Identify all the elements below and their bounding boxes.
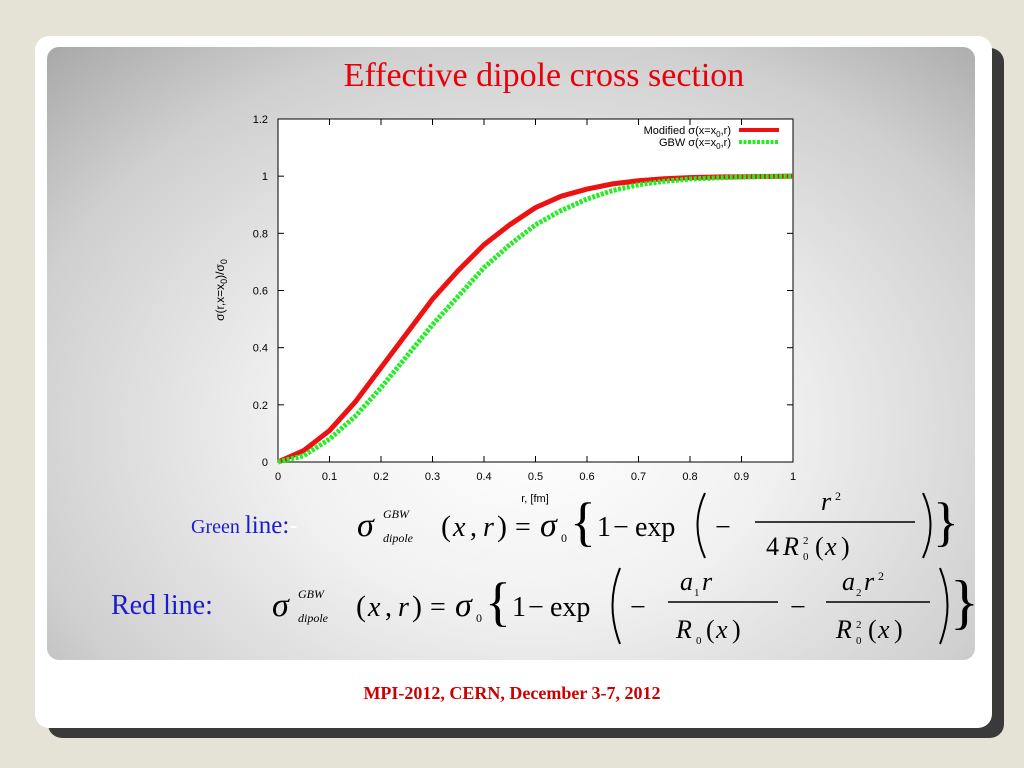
svg-text:dipole: dipole [383,531,414,545]
y-tick-label: 1.2 [253,114,268,126]
svg-text:x: x [367,592,381,623]
svg-text:0: 0 [696,635,702,647]
svg-text:(: ( [356,590,366,623]
gbw-formula: σ GBW dipole ( x , r ) = σ 0 { 1 − exp −… [357,487,955,563]
chart-legend: Modified σ(x=x0,r)GBW σ(x=x0,r) [644,125,779,151]
svg-text:R: R [675,615,692,644]
green-line-label: Green line:- [191,512,298,540]
chart-series [276,173,794,465]
svg-text:): ) [412,590,422,623]
y-tick-label: 0.4 [253,343,268,355]
svg-text:(: ( [868,615,877,644]
slide-title: Effective dipole cross section [343,57,745,94]
plot-area [277,118,794,463]
svg-text:{: { [485,572,511,632]
svg-text:2: 2 [835,489,841,503]
svg-text:x: x [452,512,466,543]
x-tick-label: 0.8 [682,471,697,483]
x-tick-label: 0.7 [631,471,646,483]
svg-text:}: } [933,492,955,552]
svg-text:−: − [715,512,731,543]
svg-text:exp: exp [550,592,590,623]
svg-text:r: r [702,567,713,596]
svg-text:x: x [824,532,837,561]
x-tick-label: 0 [275,471,281,483]
y-tick-label: 1 [262,171,268,183]
svg-text:σ: σ [540,507,558,544]
svg-text:=: = [515,512,531,543]
svg-text:0: 0 [856,635,862,647]
y-tick-label: 0.2 [253,400,268,412]
svg-text:2: 2 [803,535,809,547]
svg-text:r: r [398,592,409,623]
svg-text:2: 2 [878,569,884,583]
red-line-label: Red line: [111,590,213,621]
svg-text:GBW: GBW [298,587,325,601]
svg-text:0: 0 [476,611,482,625]
svg-text:x: x [877,615,890,644]
green-label-big: line: [244,512,290,539]
y-tick-label: 0.6 [253,286,268,298]
svg-text:1: 1 [694,587,700,599]
green-label-dash: - [289,512,298,539]
svg-text:dipole: dipole [298,611,329,625]
svg-text:4: 4 [766,532,779,561]
svg-text:GBW: GBW [383,507,410,521]
svg-text:exp: exp [635,512,675,543]
svg-text:,: , [470,512,477,543]
legend-label: GBW σ(x=x0,r) [659,137,731,151]
svg-text:a: a [842,567,855,596]
svg-text:): ) [841,532,850,561]
svg-text:−: − [528,592,544,623]
slide-footer: MPI-2012, CERN, December 3-7, 2012 [363,683,661,703]
svg-text:2: 2 [856,619,862,631]
x-axis-label: r, [fm] [521,493,549,505]
svg-text:): ) [894,615,903,644]
svg-text:): ) [732,615,741,644]
svg-text:−: − [613,512,629,543]
y-tick-label: 0.8 [253,228,268,240]
x-tick-label: 0.2 [373,471,388,483]
green-label-small: Green [191,516,245,538]
svg-text:0: 0 [561,531,567,545]
svg-text:(: ( [706,615,715,644]
svg-text:r: r [483,512,494,543]
x-tick-label: 0.6 [579,471,594,483]
svg-text:1: 1 [597,512,611,543]
x-tick-label: 0.3 [425,471,440,483]
svg-text:(: ( [815,532,824,561]
svg-text:x: x [715,615,728,644]
svg-text:σ: σ [455,587,473,624]
y-tick-label: 0 [262,457,268,469]
svg-text:−: − [790,592,806,623]
x-tick-label: 0.1 [322,471,337,483]
svg-text:,: , [385,592,392,623]
x-tick-label: 1 [790,471,796,483]
svg-text:}: } [950,569,979,635]
svg-text:=: = [430,592,446,623]
svg-text:1: 1 [512,592,526,623]
svg-text:σ: σ [357,507,375,544]
svg-text:R: R [835,615,852,644]
svg-text:{: { [570,492,596,552]
svg-text:(: ( [441,510,451,543]
svg-text:σ: σ [272,587,290,624]
svg-text:2: 2 [856,587,862,599]
modified-formula: σ GBW dipole ( x , r ) = σ 0 { 1 − exp −… [272,567,979,647]
x-tick-label: 0.4 [476,471,491,483]
x-tick-label: 0.9 [734,471,749,483]
svg-text:): ) [497,510,507,543]
dipole-chart: 0 0.1 0.2 0.3 0.4 0.5 0.6 0.7 0.8 0.9 1 0 0.2 0.4 0.6 0… [213,114,796,505]
svg-text:R: R [782,532,799,561]
svg-text:r: r [864,567,875,596]
svg-text:0: 0 [803,551,809,563]
svg-text:−: − [630,592,646,623]
legend-label: Modified σ(x=x0,r) [644,125,731,139]
gbw-curve [277,173,794,465]
svg-text:a: a [680,567,693,596]
y-axis-label: σ(r,x=x0)/σ0 [213,259,229,321]
svg-text:r: r [821,487,832,516]
x-tick-label: 0.5 [528,471,543,483]
